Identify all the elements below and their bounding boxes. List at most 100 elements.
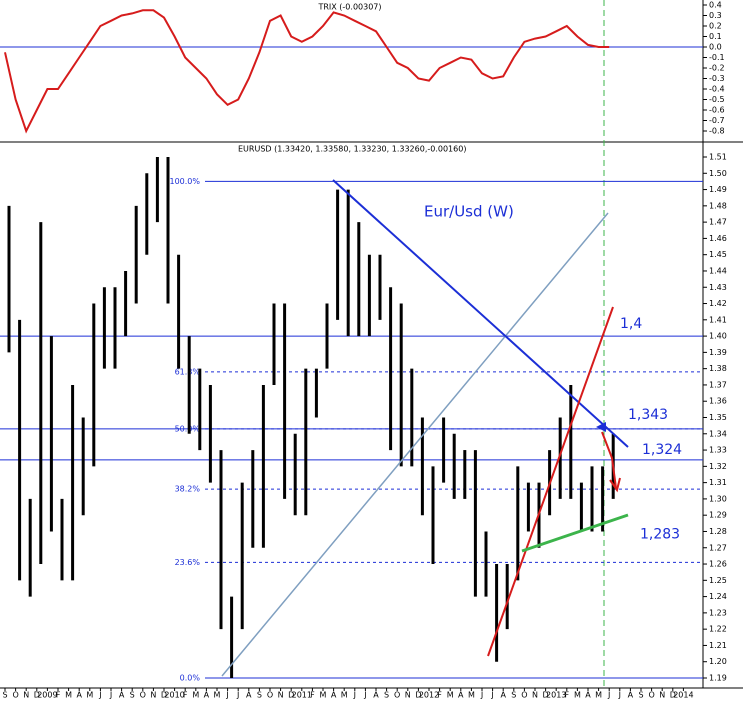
x-tick-label: D	[543, 691, 549, 700]
x-tick-label: M	[468, 691, 475, 700]
y-tick-label: 1.36	[709, 397, 727, 406]
x-tick-label: D	[161, 691, 167, 700]
y-tick-label: 1.50	[709, 169, 727, 178]
x-tick-label: A	[204, 691, 210, 700]
x-tick-label: M	[595, 691, 602, 700]
x-tick-label: S	[2, 691, 7, 700]
y-tick-label: 1.51	[709, 153, 727, 162]
x-tick-label: A	[119, 691, 125, 700]
y-tick-label: 1.49	[709, 185, 727, 194]
arrow-head	[596, 422, 606, 432]
x-tick-label: J	[363, 691, 366, 700]
x-tick-label: A	[373, 691, 379, 700]
y-tick-label: 1.45	[709, 250, 727, 259]
x-tick-label: M	[574, 691, 581, 700]
x-tick-label: 2010	[164, 691, 184, 700]
x-tick-label: J	[109, 691, 112, 700]
y-tick-label: -0.8	[709, 127, 725, 136]
x-tick-label: F	[56, 691, 61, 700]
y-tick-label: 1.22	[709, 625, 727, 634]
y-tick-label: 1.43	[709, 283, 727, 292]
x-tick-label: J	[607, 691, 610, 700]
y-tick-label: -0.1	[709, 53, 725, 62]
x-tick-label: M	[320, 691, 327, 700]
y-tick-label: 1.33	[709, 446, 727, 455]
x-tick-label: M	[192, 691, 199, 700]
x-tick-label: A	[628, 691, 634, 700]
y-tick-label: 1.28	[709, 527, 727, 536]
y-tick-label: 1.48	[709, 201, 727, 210]
x-tick-label: A	[458, 691, 464, 700]
y-tick-label: -0.5	[709, 95, 725, 104]
x-tick-label: S	[638, 691, 643, 700]
x-tick-label: N	[405, 691, 411, 700]
x-tick-label: F	[564, 691, 569, 700]
y-tick-label: -0.4	[709, 85, 725, 94]
y-tick-label: 1.25	[709, 576, 727, 585]
level-label: 1,343	[628, 407, 668, 423]
x-tick-label: M	[214, 691, 221, 700]
x-tick-label: M	[447, 691, 454, 700]
y-tick-label: 1.42	[709, 299, 727, 308]
x-tick-label: N	[659, 691, 665, 700]
y-tick-label: 1.24	[709, 592, 727, 601]
x-tick-label: 2011	[292, 691, 312, 700]
y-tick-label: -0.3	[709, 74, 725, 83]
x-tick-label: J	[236, 691, 239, 700]
fib-label: 100.0%	[169, 177, 200, 186]
y-tick-label: 1.27	[709, 543, 727, 552]
y-tick-label: 1.35	[709, 413, 727, 422]
x-tick-label: N	[532, 691, 538, 700]
y-tick-label: 1.29	[709, 511, 727, 520]
trend-line	[521, 513, 629, 553]
x-tick-label: S	[511, 691, 516, 700]
trend-line	[221, 212, 609, 677]
y-tick-label: 0.1	[709, 32, 722, 41]
y-tick-label: 1.31	[709, 478, 727, 487]
fib-label: 23.6%	[175, 558, 201, 567]
y-tick-label: 1.37	[709, 380, 727, 389]
x-tick-label: F	[310, 691, 315, 700]
y-tick-label: 1.26	[709, 560, 727, 569]
x-tick-label: A	[585, 691, 591, 700]
y-tick-label: 1.30	[709, 494, 727, 503]
y-tick-label: 0.3	[709, 11, 722, 20]
x-tick-label: O	[267, 691, 273, 700]
x-tick-label: J	[225, 691, 228, 700]
indicator-title: TRIX (-0.00307)	[317, 3, 381, 12]
x-tick-label: J	[480, 691, 483, 700]
y-tick-label: 1.39	[709, 348, 727, 357]
y-tick-label: 1.47	[709, 218, 727, 227]
x-tick-label: O	[12, 691, 18, 700]
level-label: 1,283	[640, 527, 680, 543]
x-tick-label: O	[394, 691, 400, 700]
x-tick-label: J	[490, 691, 493, 700]
x-tick-label: S	[130, 691, 135, 700]
y-tick-label: -0.6	[709, 106, 725, 115]
y-tick-label: 1.23	[709, 608, 727, 617]
fib-label: 0.0%	[180, 674, 201, 683]
x-tick-label: 2009	[37, 691, 57, 700]
y-tick-label: 1.20	[709, 657, 727, 666]
y-tick-label: 0.0	[709, 43, 722, 52]
y-tick-label: 1.19	[709, 674, 727, 683]
x-tick-label: O	[521, 691, 527, 700]
y-tick-label: -0.2	[709, 64, 725, 73]
y-tick-label: 1.34	[709, 429, 727, 438]
y-tick-label: 1.41	[709, 315, 727, 324]
y-tick-label: 0.2	[709, 22, 722, 31]
x-tick-label: F	[183, 691, 188, 700]
x-tick-label: F	[437, 691, 442, 700]
x-tick-label: 2014	[673, 691, 693, 700]
y-tick-label: 1.44	[709, 266, 727, 275]
annotation: Eur/Usd (W)	[424, 203, 514, 221]
x-tick-label: A	[246, 691, 252, 700]
y-tick-label: 1.40	[709, 332, 727, 341]
x-tick-label: A	[76, 691, 82, 700]
y-tick-label: -0.7	[709, 116, 725, 125]
x-tick-label: 2012	[419, 691, 439, 700]
x-tick-label: M	[341, 691, 348, 700]
x-tick-label: S	[384, 691, 389, 700]
